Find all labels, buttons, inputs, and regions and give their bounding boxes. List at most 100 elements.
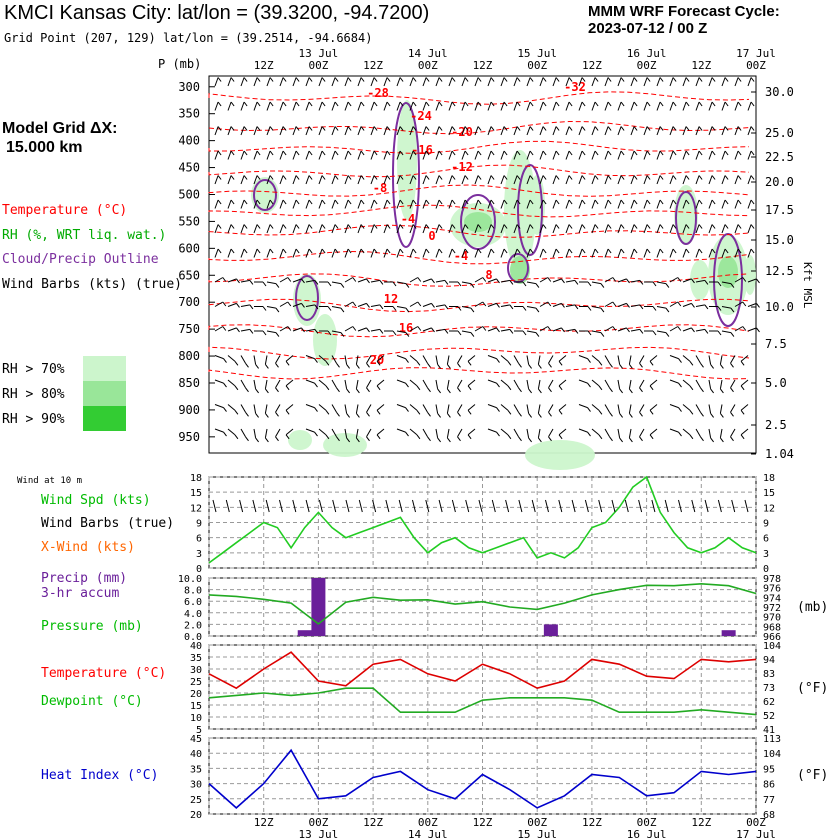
wind-barb-flag <box>704 280 709 285</box>
wind-barb <box>227 404 236 411</box>
wind-barb-flag <box>542 101 547 107</box>
wind-barb <box>227 355 236 362</box>
temperature-line <box>208 651 757 690</box>
wind-barb <box>279 248 284 258</box>
wind-barb-flag <box>386 175 391 180</box>
wind-barb-flag <box>405 358 409 363</box>
wind-barb-flag <box>222 301 227 307</box>
wind-barb <box>266 281 276 285</box>
wind-barb <box>305 199 310 209</box>
wind-barb-flag <box>633 77 638 82</box>
wind-barb <box>604 301 614 307</box>
wind-barb <box>643 175 648 185</box>
temp-ytick-label: 30 <box>190 665 202 676</box>
wind-right-tick-label: 9 <box>763 519 769 530</box>
wind-barb <box>500 248 505 258</box>
rh90-label: RH > 90% <box>2 412 65 427</box>
wind-barb <box>656 126 661 136</box>
wind-barb <box>279 199 284 209</box>
wind-barb <box>734 101 739 111</box>
wind-barb <box>292 224 297 234</box>
wind-barb <box>487 428 497 433</box>
wind-barb <box>305 77 310 87</box>
rh-region-2 <box>313 314 337 366</box>
wind-barb-flag <box>503 126 508 131</box>
temperature-panel-label: Temperature (°C) <box>41 666 167 681</box>
wind-barb-flag <box>652 306 657 311</box>
wind-barb-flag <box>555 175 560 180</box>
wind-barb <box>617 224 622 234</box>
wind-barb-flag <box>646 175 651 180</box>
wind-barb <box>526 224 531 234</box>
wind-barb-flag <box>379 280 384 285</box>
wind-barb <box>396 330 406 334</box>
wind-barb-flag <box>477 224 482 229</box>
wind-barb <box>409 199 414 209</box>
wind-barb <box>730 428 736 438</box>
wind-barb-flag <box>427 411 431 417</box>
wind-barb <box>370 150 375 160</box>
temp-ytick-label: 20 <box>190 689 202 700</box>
pressure-axis-title: P (mb) <box>158 57 201 71</box>
wind-barb-flag <box>314 431 318 437</box>
wind-barb <box>617 428 621 438</box>
wind-barb-flag <box>451 175 456 180</box>
wind-barb <box>355 404 359 414</box>
rh-region-0 <box>251 177 279 213</box>
wind-barb-flag <box>425 101 430 107</box>
wind-barb <box>578 126 583 136</box>
wind-barb <box>253 355 257 365</box>
pressure-right-tick-label: 966 <box>763 632 781 643</box>
wind-barb <box>617 126 622 136</box>
wind10-barb <box>385 499 390 513</box>
wind-barb <box>526 248 531 258</box>
wind-barb-flag <box>678 382 682 388</box>
wind-barb-flag <box>598 385 603 391</box>
wind-barb-flag <box>490 248 495 254</box>
date-label-top: 13 Jul <box>299 47 339 60</box>
xwind-label: X-Wind (kts) <box>41 540 135 555</box>
wind-barb <box>578 199 583 209</box>
wind-barb <box>435 248 440 258</box>
wind-barb <box>370 175 375 185</box>
wind-barb-flag <box>412 77 417 82</box>
wind-barb <box>513 248 518 258</box>
wind-barb-flag <box>245 436 249 442</box>
wind-barb-flag <box>314 358 318 363</box>
wind-barb-flag <box>373 126 378 131</box>
wind-barb <box>227 302 237 307</box>
wind-barb <box>253 379 257 389</box>
wind-barb <box>305 224 310 234</box>
wind-barb-flag <box>470 332 475 337</box>
wind-barb-flag <box>336 362 340 368</box>
wind-barb <box>370 248 375 258</box>
wind-barb <box>240 355 246 364</box>
precip-ytick-label: 6.0 <box>184 597 202 608</box>
cloud-outline-6 <box>675 191 697 245</box>
wind-barb <box>318 404 327 411</box>
wind-barb <box>448 126 453 136</box>
wind-barb-flag <box>223 358 227 363</box>
wind-barb-flag <box>285 434 290 440</box>
wind-barb-flag <box>379 329 384 334</box>
wind-barb <box>526 355 530 365</box>
wind-barb-flag <box>386 224 391 229</box>
wind-barb <box>409 326 419 332</box>
wind-barb <box>578 101 583 111</box>
wind-barb-flag <box>285 385 290 391</box>
wind-barb-flag <box>509 280 514 285</box>
wind-barb-flag <box>607 150 612 156</box>
wind-barb <box>376 379 385 387</box>
pressure-tick-label: 800 <box>178 349 200 363</box>
hour-label-bottom: 12Z <box>254 816 274 829</box>
wind-barb <box>376 355 385 362</box>
wind-barb-flag <box>416 409 421 415</box>
wind-barb <box>591 199 596 209</box>
wind-barb-flag <box>698 101 703 107</box>
wind-barb-flag <box>587 431 591 437</box>
wind-barb <box>643 101 648 111</box>
wind-barb <box>396 355 406 360</box>
model-grid-line1: Model Grid ΔX: <box>2 120 118 137</box>
wind-barb-flag <box>619 364 623 369</box>
wind-barb <box>279 326 289 332</box>
